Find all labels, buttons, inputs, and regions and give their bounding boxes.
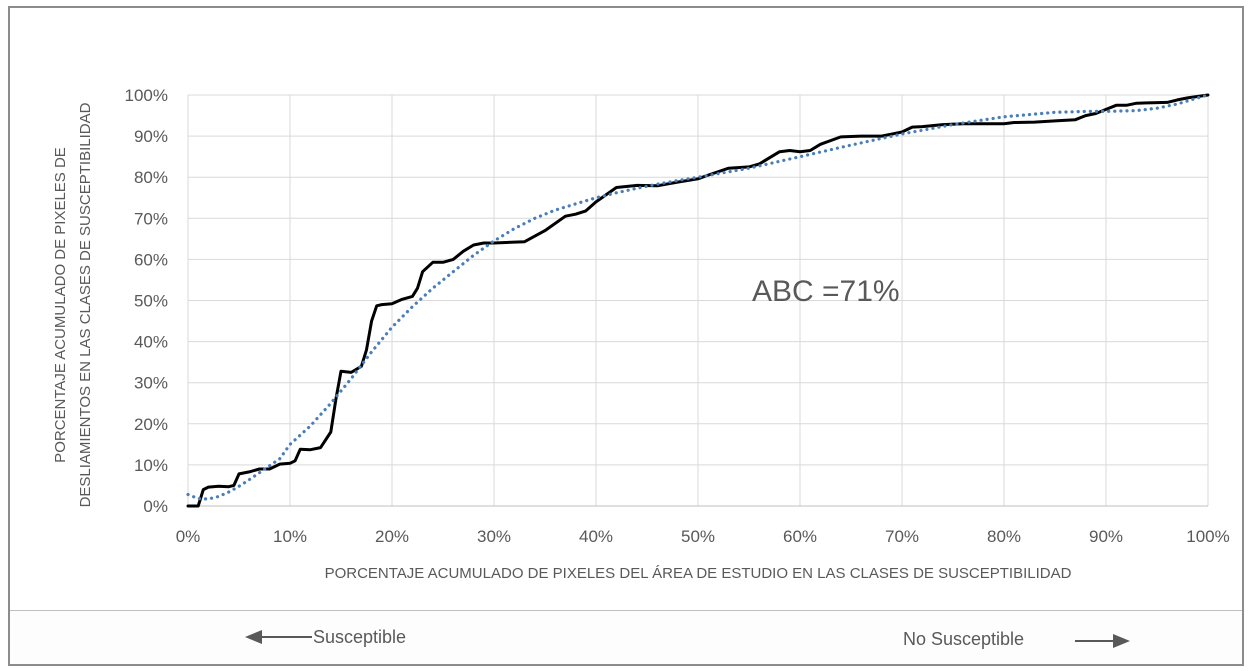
series-line-observed [186,93,1210,508]
y-tick-label: 10% [134,456,168,475]
y-tick-label: 50% [134,292,168,311]
y-axis-title-line-2: DESLIAMIENTOS EN LAS CLASES DE SUSCEPTIB… [77,102,94,507]
x-tick-label: 70% [885,527,919,546]
y-tick-label: 30% [134,374,168,393]
x-tick-label: 80% [987,527,1021,546]
y-tick-label: 100% [125,86,168,105]
x-tick-label: 90% [1089,527,1123,546]
footer-divider [10,610,1242,611]
susceptible-label: Susceptible [313,627,406,647]
x-tick-label: 100% [1186,527,1229,546]
direction-band [10,611,1242,664]
series-lines [186,93,1210,508]
x-tick-label: 50% [681,527,715,546]
y-tick-label: 20% [134,415,168,434]
chart-frame [8,6,1244,666]
y-tick-label: 40% [134,333,168,352]
grid [187,94,1209,507]
y-axis-title: PORCENTAJE ACUMULADO DE PIXELES DE DESLI… [52,102,94,507]
arrow-right-icon [1075,634,1130,648]
y-tick-label: 0% [143,497,168,516]
y-tick-label: 80% [134,168,168,187]
arrow-left-icon [245,630,312,644]
y-tick-label: 60% [134,250,168,269]
x-tick-label: 60% [783,527,817,546]
x-tick-label: 30% [477,527,511,546]
x-tick-label: 20% [375,527,409,546]
x-tick-labels: 0% 10% 20% 30% 40% 50% 60% 70% 80% 90% 100% [176,527,1230,546]
series-line-fitted-dotted [186,93,1210,501]
annotation-abc: ABC =71% [752,275,900,308]
y-tick-labels: 0% 10% 20% 30% 40% 50% 60% 70% 80% 90% 100% [125,86,168,516]
y-tick-label: 90% [134,127,168,146]
x-tick-label: 0% [176,527,201,546]
x-axis-title: PORCENTAJE ACUMULADO DE PIXELES DEL ÁREA… [325,565,1072,582]
y-tick-label: 70% [134,209,168,228]
no-susceptible-label: No Susceptible [903,629,1024,649]
x-tick-label: 40% [579,527,613,546]
y-axis-title-line-1: PORCENTAJE ACUMULADO DE PIXELES DE [52,147,69,463]
x-tick-label: 10% [273,527,307,546]
